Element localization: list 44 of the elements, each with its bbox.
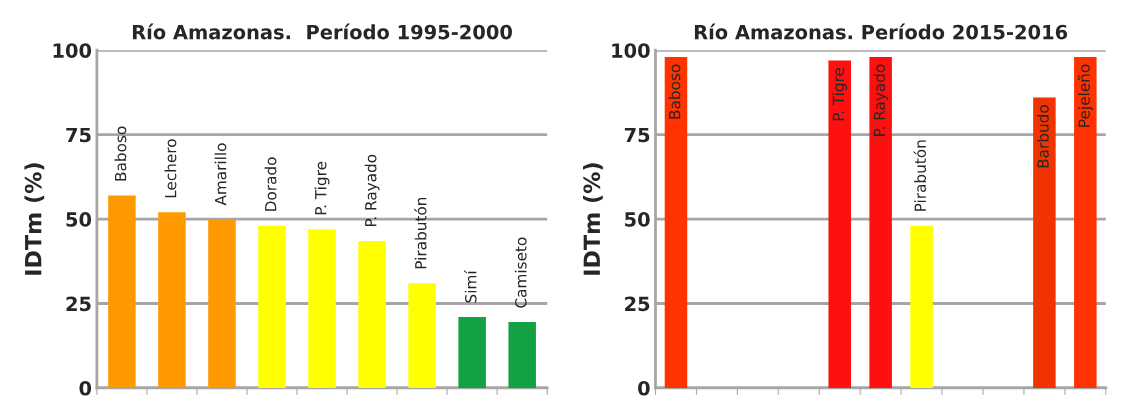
- chart-title: Río Amazonas. Período 1995-2000: [132, 23, 512, 40]
- category-label: Baboso: [668, 64, 681, 119]
- y-tick-label: 0: [638, 380, 650, 396]
- y-tick-label: 75: [66, 127, 91, 143]
- y-tick-label: 100: [612, 43, 650, 58]
- bar: [458, 317, 486, 388]
- category-label: Barbudo: [1037, 105, 1049, 168]
- bar: [108, 195, 136, 388]
- category-label: Pirabutón: [414, 197, 427, 269]
- bar: [1033, 97, 1056, 388]
- category-label: Camiseto: [514, 237, 527, 308]
- bar: [258, 225, 286, 388]
- y-tick-label: 100: [53, 43, 92, 58]
- y-axis-title: IDTm (%): [24, 163, 45, 275]
- bar: [408, 283, 436, 388]
- y-tick-label: 75: [624, 127, 650, 143]
- chart-title: Río Amazonas. Período 2015-2016: [694, 23, 1068, 40]
- bar: [308, 229, 336, 388]
- y-tick-label: 25: [66, 296, 91, 312]
- category-label: Pejeleño: [1077, 64, 1093, 127]
- bar: [208, 219, 236, 388]
- category-label: P. Tigre: [314, 161, 330, 215]
- category-label: Pirabutón: [913, 140, 927, 211]
- category-label: P. Rayado: [364, 154, 380, 227]
- y-tick-label: 50: [66, 212, 92, 227]
- category-label: Amarillo: [214, 143, 227, 206]
- category-label: Simí: [464, 270, 477, 303]
- category-label: P. Tigre: [832, 67, 848, 121]
- y-tick-label: 50: [625, 212, 650, 227]
- bar: [664, 57, 688, 388]
- y-tick-label: 25: [625, 296, 650, 312]
- bar: [828, 60, 851, 388]
- bar: [869, 57, 892, 388]
- bar: [1074, 57, 1097, 388]
- category-label: P. Rayado: [873, 64, 889, 136]
- bar: [358, 241, 386, 388]
- bar: [910, 225, 933, 388]
- category-label: Dorado: [264, 157, 277, 211]
- bar: [158, 212, 186, 388]
- category-label: Baboso: [114, 126, 127, 181]
- bar: [508, 322, 536, 388]
- category-label: Lechero: [164, 139, 177, 198]
- y-tick-label: 0: [79, 380, 92, 396]
- y-axis-title: IDTm (%): [583, 163, 603, 275]
